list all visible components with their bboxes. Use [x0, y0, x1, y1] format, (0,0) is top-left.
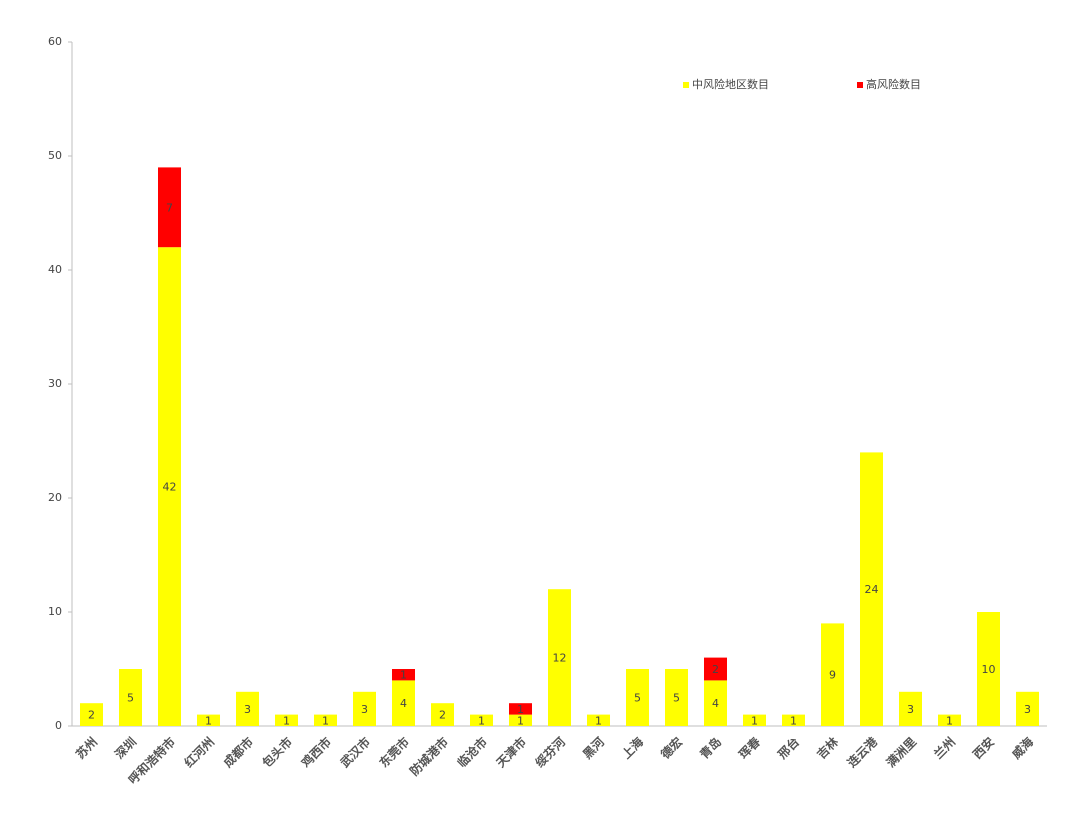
- bar-segment: [392, 669, 415, 681]
- data-label: 3: [244, 703, 251, 716]
- bar-segment: [119, 669, 142, 726]
- data-label: 42: [163, 481, 177, 494]
- bar-segment: [938, 714, 961, 726]
- bar-segment: [392, 680, 415, 726]
- x-tick-label: 鸡西市: [297, 734, 334, 771]
- bar-segment: [743, 714, 766, 726]
- data-label: 1: [946, 714, 953, 727]
- data-label: 5: [127, 692, 134, 705]
- data-label: 3: [907, 703, 914, 716]
- legend-swatch: [683, 82, 689, 88]
- x-tick-label: 吉林: [814, 734, 842, 762]
- x-tick-label: 包头市: [258, 734, 295, 771]
- legend-label: 中风险地区数目: [692, 77, 769, 91]
- x-tick-label: 黑河: [580, 734, 608, 762]
- bar-segment: [899, 691, 922, 726]
- data-label: 1: [400, 669, 407, 682]
- x-tick-label: 威海: [1009, 734, 1037, 762]
- x-tick-label: 兰州: [931, 734, 959, 762]
- data-label: 4: [400, 697, 407, 710]
- bar-segment: [509, 703, 532, 715]
- bar-segment: [626, 669, 649, 726]
- bar-segment: [80, 703, 103, 726]
- x-tick-label: 满洲里: [883, 734, 919, 770]
- x-tick-label: 红河州: [181, 734, 217, 770]
- y-tick-label: 50: [48, 149, 62, 162]
- x-tick-label: 临沧市: [454, 734, 490, 770]
- data-label: 1: [478, 714, 485, 727]
- data-label: 1: [205, 714, 212, 727]
- x-tick-label: 连云港: [844, 733, 881, 770]
- data-label: 1: [595, 714, 602, 727]
- x-tick-label: 深圳: [112, 734, 140, 762]
- data-label: 5: [673, 692, 680, 705]
- bar-segment: [782, 714, 805, 726]
- bar-segment: [977, 612, 1000, 726]
- bar-segment: [275, 714, 298, 726]
- x-tick-label: 德宏: [658, 734, 686, 762]
- x-tick-label: 天津市: [493, 734, 529, 770]
- bar-segment: [470, 714, 493, 726]
- data-label: 1: [790, 714, 797, 727]
- y-tick-label: 10: [48, 605, 62, 618]
- data-label: 7: [166, 201, 173, 214]
- bar-segment: [158, 167, 181, 248]
- data-label: 24: [865, 583, 879, 596]
- bar-segment: [509, 714, 532, 726]
- x-tick-label: 上海: [619, 734, 647, 762]
- data-label: 9: [829, 669, 836, 682]
- y-tick-label: 40: [48, 263, 62, 276]
- data-label: 1: [322, 714, 329, 727]
- bar-segment: [704, 657, 727, 681]
- bar-segment: [704, 680, 727, 726]
- x-tick-label: 珲春: [736, 733, 764, 761]
- bar-segment: [1016, 691, 1039, 726]
- data-label: 12: [553, 652, 567, 665]
- data-label: 2: [712, 663, 719, 676]
- bar-segment: [158, 247, 181, 726]
- bar-segment: [353, 691, 376, 726]
- bar-segment: [860, 452, 883, 726]
- y-tick-label: 30: [48, 377, 62, 390]
- bar-segment: [197, 714, 220, 726]
- data-label: 2: [439, 709, 446, 722]
- x-tick-label: 东莞市: [376, 734, 412, 770]
- bar-segment: [821, 623, 844, 726]
- bar-segment: [431, 703, 454, 726]
- bar-segment: [665, 669, 688, 726]
- data-label: 1: [283, 714, 290, 727]
- data-label: 1: [517, 714, 524, 727]
- data-label: 1: [517, 703, 524, 716]
- x-tick-label: 西安: [970, 734, 998, 762]
- x-tick-label: 绥芬河: [532, 734, 568, 770]
- x-tick-label: 青岛: [697, 734, 725, 762]
- y-tick-label: 60: [48, 35, 62, 48]
- data-label: 10: [982, 663, 996, 676]
- bar-segment: [548, 589, 571, 726]
- data-label: 4: [712, 697, 719, 710]
- y-tick-label: 0: [55, 719, 62, 732]
- data-label: 3: [361, 703, 368, 716]
- x-tick-label: 成都市: [220, 734, 256, 770]
- data-label: 5: [634, 692, 641, 705]
- x-tick-label: 苏州: [73, 734, 101, 762]
- bar-segment: [236, 691, 259, 726]
- x-tick-label: 邢台: [775, 734, 803, 762]
- data-label: 3: [1024, 703, 1031, 716]
- data-label: 1: [751, 714, 758, 727]
- y-tick-label: 20: [48, 491, 62, 504]
- bar-segment: [587, 714, 610, 726]
- x-tick-label: 防城港市: [407, 734, 452, 779]
- legend-label: 高风险数目: [866, 77, 921, 91]
- bar-segment: [314, 714, 337, 726]
- x-tick-label: 武汉市: [337, 734, 373, 770]
- legend-swatch: [857, 82, 863, 88]
- data-label: 2: [88, 709, 95, 722]
